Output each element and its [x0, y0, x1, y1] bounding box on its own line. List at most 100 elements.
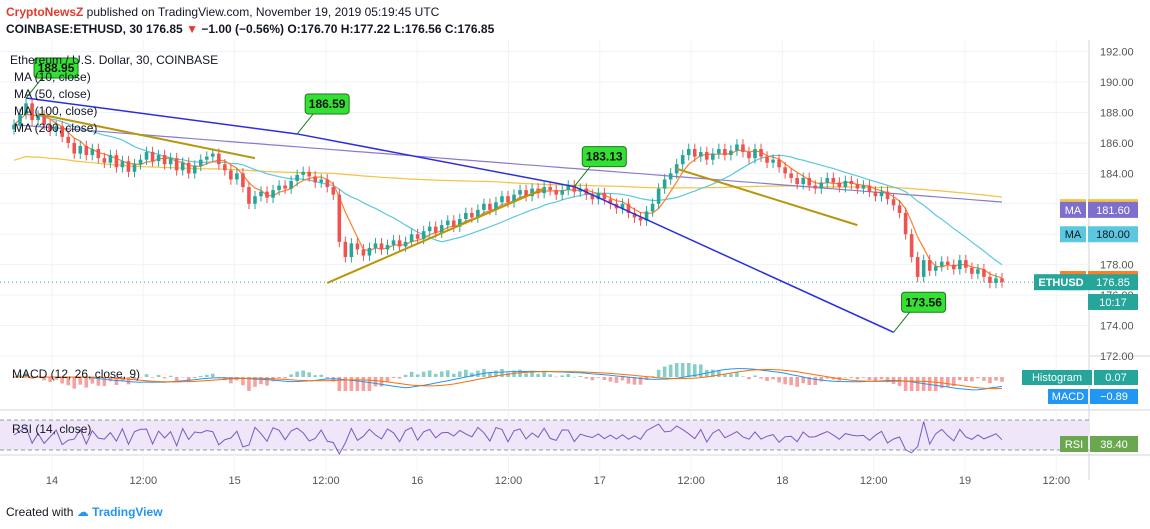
candle-body — [12, 124, 16, 130]
candle-body — [283, 185, 287, 189]
price-change: −1.00 (−0.56%) — [201, 22, 285, 36]
candle-body — [638, 217, 643, 221]
candle-body — [488, 203, 492, 210]
macd-histogram-bar — [439, 371, 444, 377]
y-tick-label: 172.00 — [1100, 351, 1134, 363]
candle-body — [849, 180, 854, 185]
macd-histogram-bar — [229, 377, 233, 384]
candle-body — [180, 162, 185, 171]
candle-body — [500, 196, 504, 203]
candle-body — [825, 177, 830, 183]
price-callout-box — [581, 146, 627, 168]
legend-ma-item: MA (50, close) — [14, 87, 91, 101]
macd-histogram-bar — [668, 364, 673, 377]
candle-body — [482, 203, 486, 210]
price-callout-label: 186.59 — [309, 97, 346, 111]
candle-body — [867, 185, 872, 192]
candle-body — [795, 177, 799, 185]
macd-pane — [12, 363, 1004, 391]
price-chart[interactable]: 188.95 186.59 183.13 173.56 172.00 174.00 176… — [0, 40, 1150, 495]
y-tick-label: 190.00 — [1100, 77, 1134, 89]
trend-line — [37, 113, 256, 160]
macd-histogram-bar — [241, 377, 245, 386]
macd-histogram-bar — [458, 371, 462, 377]
candle-body — [211, 153, 215, 157]
candle-body — [723, 149, 727, 156]
candle-body — [319, 179, 324, 183]
candle-body — [204, 156, 209, 160]
price-callout-label: 183.13 — [586, 150, 623, 164]
candle-body — [765, 156, 769, 163]
macd-histogram-bar — [903, 377, 908, 391]
macd-histogram-bar — [168, 375, 173, 377]
candle-body — [223, 164, 227, 171]
price-tag-value-box — [1088, 226, 1138, 243]
macd-histogram-bar — [421, 371, 426, 377]
candle-body — [668, 173, 673, 180]
chart-legend: Ethereum / U.S. Dollar, 30, COINBASE MA (… — [10, 53, 218, 436]
candle-body — [560, 190, 565, 195]
candle-body — [313, 176, 318, 183]
x-tick-label: 12:00 — [312, 475, 340, 487]
legend-ma-item: MA (100, close) — [14, 104, 97, 118]
macd-histogram-bar — [518, 369, 522, 377]
candle-body — [783, 167, 787, 174]
symbol-text: COINBASE:ETHUSD, 30 — [6, 22, 143, 36]
macd-histogram-bar — [530, 371, 534, 377]
candle-body — [994, 278, 998, 283]
publisher-name: CryptoNewsZ — [6, 5, 84, 19]
x-tick-label: 12:00 — [130, 475, 158, 487]
macd-histogram-bar — [132, 377, 137, 381]
candle-body — [96, 149, 101, 159]
candle-body — [819, 182, 824, 189]
candle-body — [939, 261, 944, 267]
chart-grid — [0, 40, 1150, 480]
macd-histogram-bar — [156, 374, 161, 377]
candle-body — [36, 115, 40, 121]
macd-histogram-bar — [476, 370, 480, 377]
candle-body — [397, 240, 402, 247]
candle-body — [427, 226, 432, 232]
candle-body — [777, 159, 781, 168]
candle-body — [801, 177, 805, 185]
down-arrow-icon: ▼ — [186, 22, 198, 36]
candlesticks — [12, 98, 1004, 289]
macd-histogram-bar — [843, 377, 848, 378]
candle-body — [150, 152, 155, 162]
macd-histogram-bar — [988, 377, 992, 384]
rsi-line — [13, 421, 1003, 456]
candle-body — [915, 257, 920, 277]
macd-histogram-bar — [861, 377, 866, 378]
macd-histogram-bar — [777, 377, 781, 383]
macd-histogram-bar — [686, 363, 691, 377]
candle-body — [518, 190, 522, 195]
macd-histogram-bar — [114, 377, 119, 386]
candle-body — [982, 269, 986, 277]
macd-histogram-bar — [204, 374, 209, 377]
macd-histogram-bar — [554, 376, 558, 378]
candle-body — [698, 152, 703, 157]
candle-body — [970, 267, 974, 274]
price-callout-pointer — [573, 166, 591, 187]
candle-body — [198, 159, 203, 166]
candle-body — [542, 187, 546, 194]
candle-body — [156, 155, 161, 162]
candle-body — [861, 185, 866, 189]
candle-body — [909, 234, 914, 258]
macd-histogram-bar — [403, 374, 408, 377]
candle-body — [680, 155, 685, 165]
candle-body — [566, 185, 571, 191]
candle-body — [102, 158, 107, 163]
candle-body — [132, 164, 137, 172]
macd-histogram-bar — [632, 377, 637, 385]
candle-body — [572, 185, 577, 192]
candle-body — [445, 220, 450, 226]
ohlc-close: C:176.85 — [444, 22, 495, 36]
legend-title: Ethereum / U.S. Dollar, 30, COINBASE — [10, 53, 218, 67]
macd-histogram-bar — [976, 377, 980, 379]
macd-histogram-bar — [361, 377, 366, 391]
macd-histogram-bar — [102, 377, 107, 387]
macd-histogram-bar — [825, 377, 830, 379]
price-tag: 10:17 — [1088, 293, 1138, 310]
macd-histogram-bar — [524, 373, 528, 377]
